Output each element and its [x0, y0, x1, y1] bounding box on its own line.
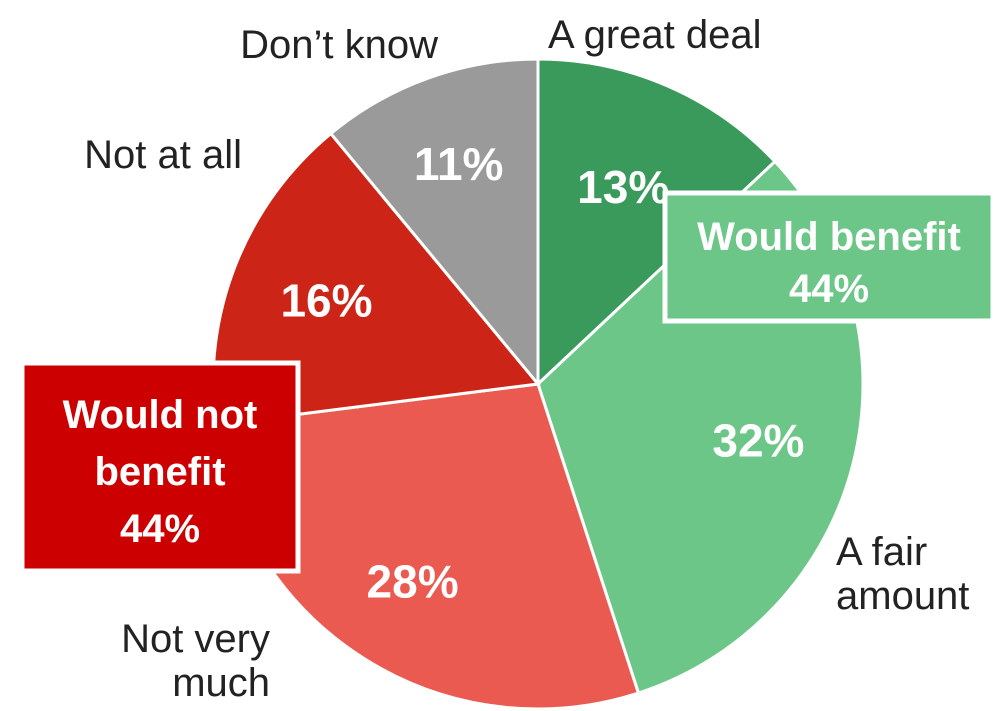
slice-percent-dont-know: 11% [414, 138, 504, 190]
would-benefit-value: 44% [789, 267, 869, 311]
slice-a-great-deal [536, 57, 778, 388]
slice-percent-a-great-deal: 13% [577, 161, 669, 213]
pie-slices [211, 57, 865, 711]
slice-percent-not-at-all: 16% [280, 274, 372, 326]
slice-label-a-great-deal: A great deal [548, 13, 762, 57]
slice-dont-know [328, 57, 540, 389]
slice-label-not-very-much: Not very much [121, 617, 270, 705]
would-benefit-title: Would benefit [697, 215, 961, 259]
slice-percent-a-fair-amount: 32% [712, 415, 804, 467]
slice-percent-labels: 13% 32% 28% 16% 11% [280, 138, 804, 608]
slice-label-a-fair-amount: A fair amount [836, 530, 969, 618]
slice-label-dont-know: Don’t know [240, 23, 438, 67]
would-not-benefit-value: 44% [120, 507, 200, 551]
slice-percent-not-very-much: 28% [367, 556, 459, 608]
would-benefit-box: Would benefit 44% [662, 190, 996, 324]
would-not-benefit-title-line1: Would not [63, 393, 258, 437]
would-not-benefit-box-bg [19, 360, 301, 574]
would-not-benefit-box: Would not benefit 44% [19, 360, 301, 574]
slice-category-labels: A great deal A fair amount Not very much Not … [84, 13, 969, 705]
would-not-benefit-title-line2: benefit [94, 450, 225, 494]
slice-label-not-at-all: Not at all [84, 133, 242, 177]
would-benefit-box-bg [662, 190, 996, 324]
